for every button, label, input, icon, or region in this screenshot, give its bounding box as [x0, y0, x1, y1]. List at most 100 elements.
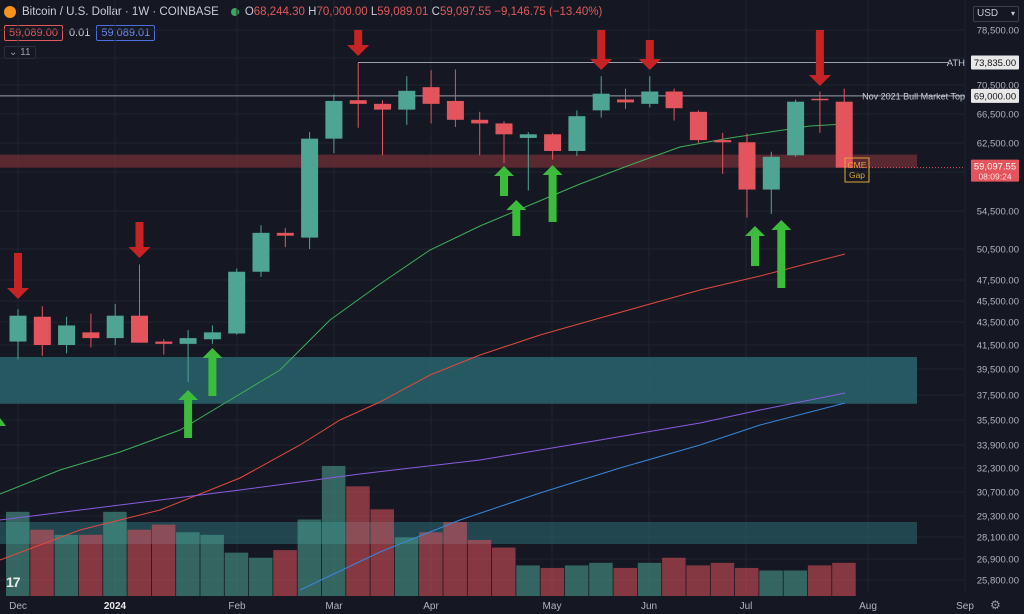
- open-value: 68,244.30: [253, 6, 305, 18]
- candle: [398, 76, 416, 125]
- arrow-shaft: [777, 229, 786, 288]
- candle: [301, 132, 319, 249]
- candle-body: [106, 315, 124, 339]
- volume-bar: [686, 565, 710, 596]
- volume-bar: [516, 565, 540, 596]
- candle: [228, 268, 246, 335]
- ma-purple-line: [0, 392, 846, 521]
- bitcoin-icon: [4, 6, 16, 18]
- candle: [106, 304, 124, 345]
- candle-body: [9, 315, 27, 342]
- candle-body: [276, 232, 294, 236]
- cme-gap-zone: [0, 154, 917, 168]
- candle-body: [738, 142, 756, 190]
- candle-body: [689, 111, 707, 141]
- candle-body: [228, 271, 246, 334]
- price-tick-label: 39,500.00: [977, 365, 1019, 376]
- volume-bar: [321, 465, 346, 596]
- candle: [82, 313, 100, 348]
- price-tick-label: 43,500.00: [977, 318, 1019, 329]
- price-axis: 78,500.00 70,500.00 66,500.00 62,500.00 54,5…: [977, 26, 1019, 587]
- volume-bar: [613, 567, 637, 596]
- price-tick-label: 29,300.00: [977, 512, 1019, 523]
- arrow-head: [745, 226, 765, 236]
- symbol-title[interactable]: Bitcoin / U.S. Dollar · 1W · COINBASE: [22, 6, 219, 18]
- volume-bar: [492, 547, 516, 596]
- price-tick-label: 37,500.00: [977, 391, 1019, 402]
- candle-body: [714, 140, 732, 143]
- candle: [617, 88, 634, 109]
- grid-lines: [0, 0, 966, 592]
- volume-bar: [467, 539, 492, 596]
- price-tick-label: 35,500.00: [977, 416, 1019, 427]
- candle-body: [811, 98, 829, 101]
- candle: [641, 76, 659, 108]
- support-zone: [0, 357, 917, 404]
- candle: [568, 110, 586, 157]
- last-price: 59,097.55: [974, 162, 1016, 173]
- candle-body: [179, 338, 197, 344]
- gear-icon[interactable]: ⚙: [990, 598, 1001, 612]
- volume-bar: [394, 537, 419, 596]
- price-tick-label: 28,100.00: [977, 533, 1019, 544]
- candle: [422, 70, 440, 124]
- candle: [714, 132, 732, 174]
- volume-bar: [759, 570, 783, 596]
- arrow-head: [178, 390, 199, 400]
- price-tick-label: 78,500.00: [977, 26, 1019, 37]
- candle-body: [203, 332, 221, 340]
- candle: [179, 330, 197, 382]
- candle-body: [835, 101, 853, 168]
- volume-bar: [783, 570, 808, 596]
- time-tick-label: Dec: [9, 601, 27, 612]
- candle: [325, 94, 343, 154]
- volume-bar: [419, 532, 443, 596]
- arrow-head: [808, 75, 831, 86]
- price-tick-label: 26,900.00: [977, 555, 1019, 566]
- candle: [374, 100, 391, 156]
- arrow-head: [347, 45, 370, 56]
- candle: [762, 151, 780, 214]
- time-tick-label: Mar: [325, 601, 343, 612]
- volume-bar: [54, 534, 79, 596]
- volume-bar: [662, 557, 686, 596]
- arrow-head: [128, 247, 151, 258]
- candle: [252, 225, 270, 277]
- volume-bar: [176, 532, 200, 596]
- down-arrow: [590, 30, 613, 70]
- up-arrow: [506, 200, 527, 236]
- arrow-head: [638, 59, 661, 70]
- candle-body: [131, 315, 148, 343]
- low-value: 59,089.01: [377, 6, 429, 18]
- cme-gap-box: [844, 157, 870, 183]
- arrow-shaft: [645, 40, 654, 60]
- arrow-shaft: [184, 399, 193, 438]
- candle-body: [325, 100, 343, 139]
- price-tick-label: 45,500.00: [977, 297, 1019, 308]
- candle-body: [544, 134, 562, 151]
- candle-body: [519, 134, 537, 138]
- time-tick-label: Aug: [859, 601, 877, 612]
- volume-bar: [6, 511, 30, 596]
- ath-price: 73,835.00: [974, 58, 1016, 69]
- candle-body: [58, 325, 76, 345]
- currency-select[interactable]: USD ▾: [973, 6, 1019, 22]
- candle: [544, 132, 562, 160]
- arrow-shaft: [208, 357, 217, 396]
- price-tick-label: 41,500.00: [977, 341, 1019, 352]
- candle: [519, 132, 537, 191]
- ath-price-tag: [971, 55, 1019, 70]
- price-tick-label: 32,300.00: [977, 464, 1019, 475]
- volume-bar: [564, 565, 589, 596]
- price-tick-label: 30,700.00: [977, 488, 1019, 499]
- candle-body: [592, 93, 610, 111]
- down-arrow: [7, 253, 29, 299]
- candle: [592, 76, 610, 118]
- candle: [446, 69, 464, 128]
- volume-bar: [540, 567, 565, 596]
- candle-body: [398, 90, 416, 110]
- volume-bar: [103, 511, 127, 596]
- candle-body: [617, 99, 634, 103]
- price-tick-label: 62,500.00: [977, 139, 1019, 150]
